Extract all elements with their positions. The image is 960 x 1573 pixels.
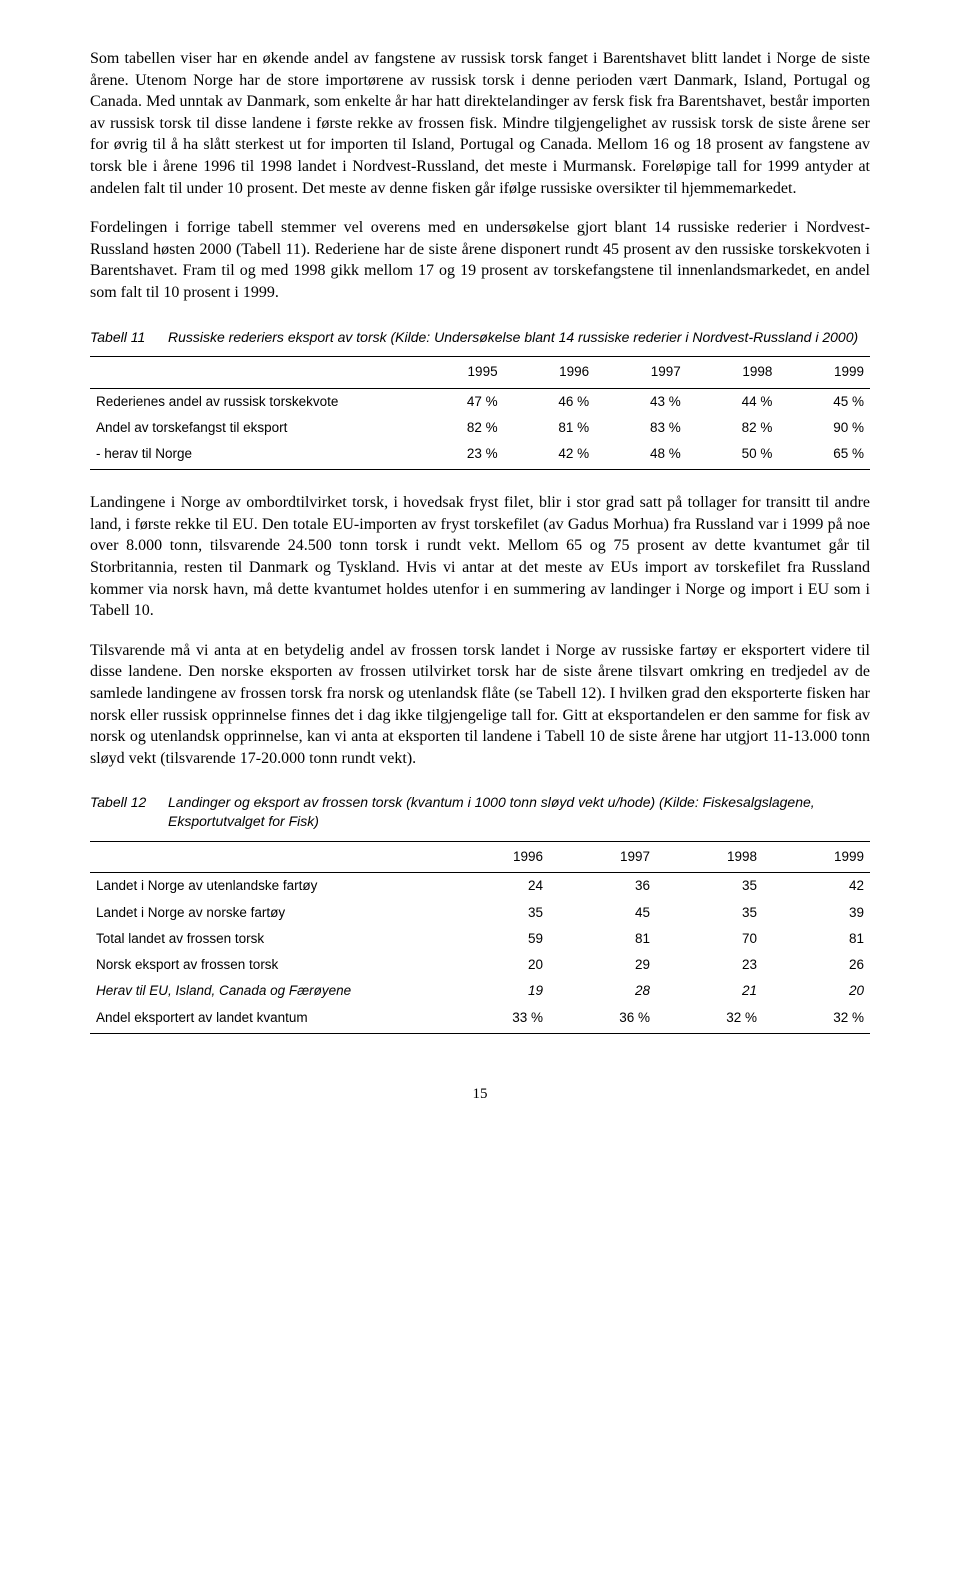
table-cell: 81 %	[504, 415, 596, 441]
table-cell: 36 %	[549, 1005, 656, 1034]
table-cell: Landet i Norge av utenlandske fartøy	[90, 873, 442, 900]
table-row: Landet i Norge av utenlandske fartøy 24 …	[90, 873, 870, 900]
table-cell: 42	[763, 873, 870, 900]
table-cell: 29	[549, 952, 656, 978]
table-row: Andel av torskefangst til eksport 82 % 8…	[90, 415, 870, 441]
table-row: Norsk eksport av frossen torsk 20 29 23 …	[90, 952, 870, 978]
table-row: Landet i Norge av norske fartøy 35 45 35…	[90, 900, 870, 926]
table-header-cell: 1997	[595, 357, 687, 388]
table-cell: 21	[656, 978, 763, 1004]
table-row: Rederienes andel av russisk torskekvote …	[90, 388, 870, 415]
table-cell: 32 %	[656, 1005, 763, 1034]
table-11-label: Tabell 11	[90, 328, 168, 347]
table-cell: 70	[656, 926, 763, 952]
table-header-cell: 1997	[549, 842, 656, 873]
table-cell: 35	[442, 900, 549, 926]
paragraph-1: Som tabellen viser har en økende andel a…	[90, 48, 870, 199]
table-cell: 24	[442, 873, 549, 900]
table-header-cell: 1998	[687, 357, 779, 388]
table-cell: 39	[763, 900, 870, 926]
table-cell: 83 %	[595, 415, 687, 441]
table-11-header-row: 1995 1996 1997 1998 1999	[90, 357, 870, 388]
page-number: 15	[90, 1084, 870, 1104]
table-cell: Herav til EU, Island, Canada og Færøyene	[90, 978, 442, 1004]
table-cell: 65 %	[778, 441, 870, 470]
table-12-header-row: 1996 1997 1998 1999	[90, 842, 870, 873]
table-cell: 23 %	[412, 441, 504, 470]
table-11-caption-text: Russiske rederiers eksport av torsk (Kil…	[168, 328, 870, 347]
table-header-cell	[90, 842, 442, 873]
table-row: Herav til EU, Island, Canada og Færøyene…	[90, 978, 870, 1004]
table-cell: 35	[656, 873, 763, 900]
table-12-caption-text: Landinger og eksport av frossen torsk (k…	[168, 793, 870, 831]
table-cell: 59	[442, 926, 549, 952]
table-header-cell: 1996	[442, 842, 549, 873]
table-cell: 20	[763, 978, 870, 1004]
table-row: - herav til Norge 23 % 42 % 48 % 50 % 65…	[90, 441, 870, 470]
table-cell: 23	[656, 952, 763, 978]
table-cell: 26	[763, 952, 870, 978]
table-cell: 36	[549, 873, 656, 900]
table-header-cell	[90, 357, 412, 388]
table-cell: 33 %	[442, 1005, 549, 1034]
table-cell: 46 %	[504, 388, 596, 415]
table-header-cell: 1999	[778, 357, 870, 388]
table-cell: 32 %	[763, 1005, 870, 1034]
table-cell: Rederienes andel av russisk torskekvote	[90, 388, 412, 415]
table-cell: 35	[656, 900, 763, 926]
table-12-caption: Tabell 12 Landinger og eksport av frosse…	[90, 793, 870, 831]
table-cell: 47 %	[412, 388, 504, 415]
table-11-caption: Tabell 11 Russiske rederiers eksport av …	[90, 328, 870, 347]
table-row: Total landet av frossen torsk 59 81 70 8…	[90, 926, 870, 952]
table-11: 1995 1996 1997 1998 1999 Rederienes ande…	[90, 356, 870, 470]
table-cell: 20	[442, 952, 549, 978]
table-cell: Andel av torskefangst til eksport	[90, 415, 412, 441]
table-cell: Norsk eksport av frossen torsk	[90, 952, 442, 978]
table-cell: 50 %	[687, 441, 779, 470]
table-cell: 90 %	[778, 415, 870, 441]
table-cell: 45	[549, 900, 656, 926]
table-12: 1996 1997 1998 1999 Landet i Norge av ut…	[90, 841, 870, 1034]
paragraph-3: Landingene i Norge av ombordtilvirket to…	[90, 492, 870, 622]
table-cell: 19	[442, 978, 549, 1004]
table-row: Andel eksportert av landet kvantum 33 % …	[90, 1005, 870, 1034]
table-cell: 82 %	[687, 415, 779, 441]
paragraph-4: Tilsvarende må vi anta at en betydelig a…	[90, 640, 870, 770]
table-header-cell: 1998	[656, 842, 763, 873]
table-cell: - herav til Norge	[90, 441, 412, 470]
table-cell: 48 %	[595, 441, 687, 470]
table-header-cell: 1999	[763, 842, 870, 873]
paragraph-2: Fordelingen i forrige tabell stemmer vel…	[90, 217, 870, 303]
table-cell: 45 %	[778, 388, 870, 415]
table-cell: Total landet av frossen torsk	[90, 926, 442, 952]
table-12-label: Tabell 12	[90, 793, 168, 831]
table-cell: Landet i Norge av norske fartøy	[90, 900, 442, 926]
table-header-cell: 1996	[504, 357, 596, 388]
table-cell: 81	[763, 926, 870, 952]
table-cell: 42 %	[504, 441, 596, 470]
table-cell: 43 %	[595, 388, 687, 415]
table-cell: 82 %	[412, 415, 504, 441]
table-cell: 44 %	[687, 388, 779, 415]
table-cell: Andel eksportert av landet kvantum	[90, 1005, 442, 1034]
table-cell: 81	[549, 926, 656, 952]
table-cell: 28	[549, 978, 656, 1004]
table-header-cell: 1995	[412, 357, 504, 388]
